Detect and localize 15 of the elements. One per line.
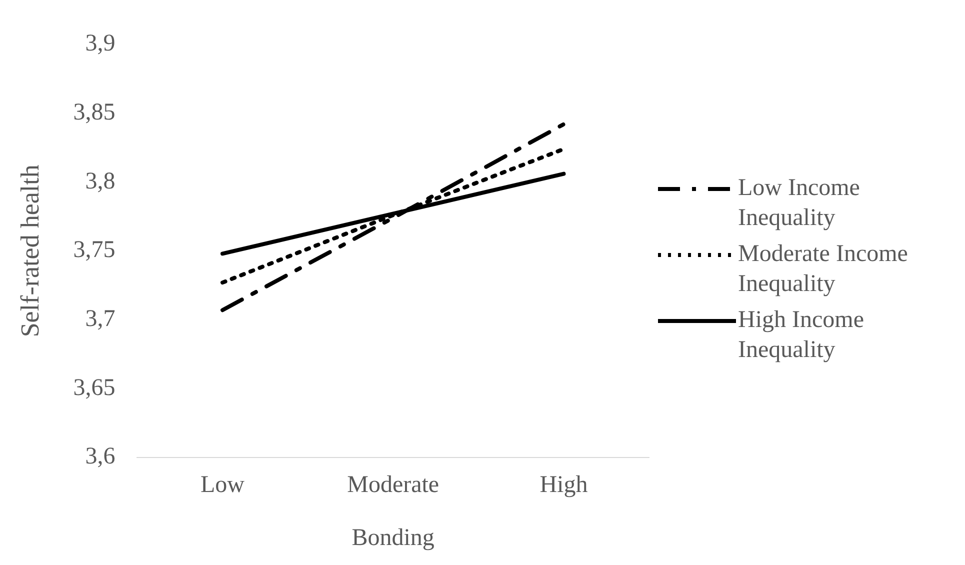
y-tick-label: 3,85 <box>73 100 116 126</box>
legend-label: Moderate Income Inequality <box>738 240 909 299</box>
y-tick-label: 3,8 <box>85 168 116 194</box>
x-tick-label: Moderate <box>347 472 440 498</box>
y-axis-title: Self-rated health <box>15 164 44 338</box>
legend-label: Low Income Inequality <box>738 174 861 233</box>
x-tick-label: Low <box>200 472 246 498</box>
y-tick-label: 3,7 <box>85 306 116 332</box>
y-tick-label: 3,65 <box>73 374 116 401</box>
y-tick-label: 3,6 <box>85 444 116 470</box>
y-tick-label: 3,75 <box>73 237 116 264</box>
legend-label: High Income Inequality <box>738 306 865 365</box>
x-axis-title: Bonding <box>352 524 434 551</box>
y-tick-label: 3,9 <box>85 30 116 57</box>
x-tick-label: High <box>540 472 588 498</box>
